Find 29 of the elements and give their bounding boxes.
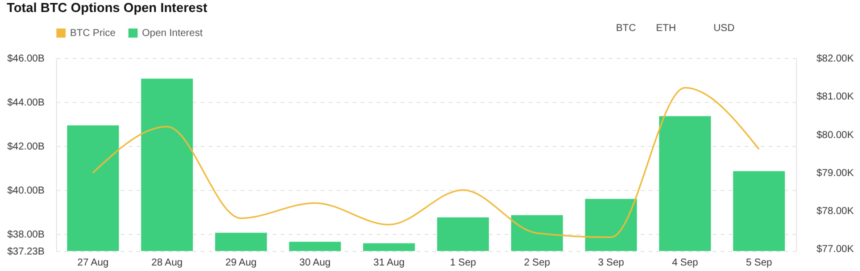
- legend-label: Open Interest: [142, 28, 203, 40]
- x-tick-label: 31 Aug: [373, 258, 405, 268]
- y-tick-label: $37.23B: [7, 246, 45, 258]
- y2-tick-label: $78.00K: [816, 206, 854, 218]
- x-tick-label: 28 Aug: [151, 258, 183, 268]
- x-tick-label: 29 Aug: [225, 258, 257, 268]
- x-tick-label: 5 Sep: [746, 258, 772, 268]
- line-series: [92, 87, 760, 238]
- y2-tick-label: $80.00K: [816, 130, 854, 141]
- y-tick-label: $42.00B: [7, 142, 45, 153]
- text: USD: [713, 23, 735, 34]
- y2-tick-label: $77.00K: [816, 244, 854, 256]
- y2-tick-label: $82.00K: [816, 54, 854, 64]
- x-tick-label: 3 Sep: [598, 258, 624, 268]
- legend-label: BTC Price: [70, 28, 116, 40]
- y2-tick-label: $81.00K: [816, 92, 854, 103]
- y-tick-label: $46.00B: [7, 54, 45, 64]
- x-tick-label: 27 Aug: [77, 258, 109, 268]
- x-tick-label: 4 Sep: [672, 258, 698, 268]
- y-tick-label: $40.00B: [7, 186, 45, 197]
- text: BTC: [616, 23, 636, 34]
- x-tick-label: 30 Aug: [299, 258, 331, 268]
- y-tick-label: $38.00B: [7, 230, 45, 241]
- y-tick-label: $44.00B: [7, 98, 45, 109]
- x-tick-label: 1 Sep: [450, 258, 476, 268]
- text: ETH: [656, 23, 676, 34]
- x-tick-label: 2 Sep: [524, 258, 550, 268]
- y2-tick-label: $79.00K: [816, 168, 854, 179]
- chart-title: Total BTC Options Open Interest: [6, 0, 208, 15]
